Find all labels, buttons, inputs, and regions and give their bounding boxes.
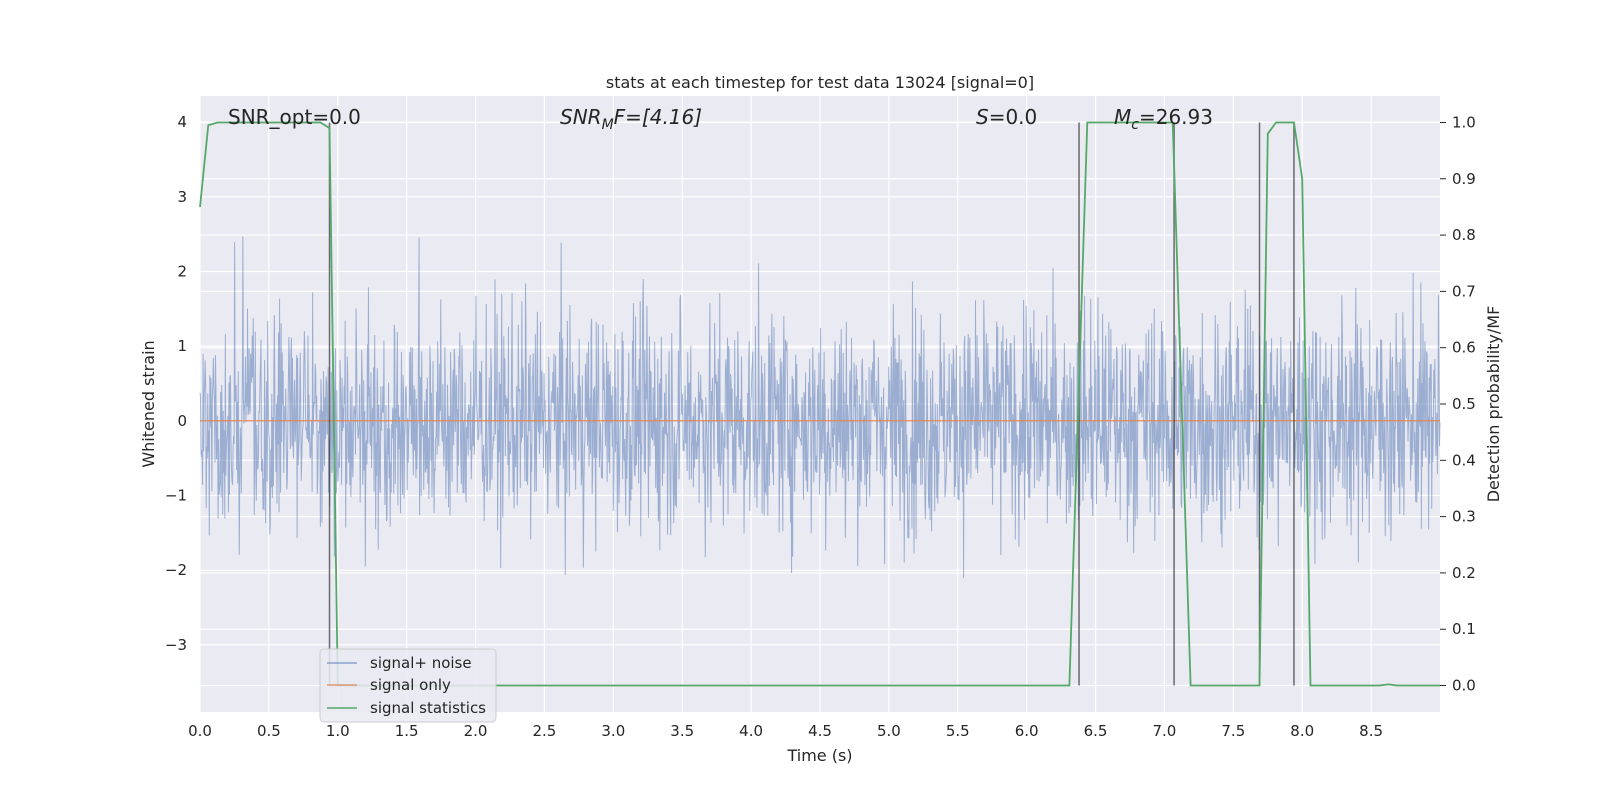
- y2-tick-label: 0.2: [1452, 564, 1476, 582]
- y2-axis-label: Detection probability/MF: [1484, 306, 1503, 503]
- y2-tick-label: 0.1: [1452, 620, 1476, 638]
- x-tick-label: 5.5: [946, 722, 970, 740]
- annotation-s-main: S: [976, 105, 989, 129]
- signal-noise-line: [199, 236, 1441, 579]
- y2-tick-labels: 1.0 0.9 0.8 0.7 0.6 0.5 0.4 0.3 0.2 0.1 0.0: [1440, 113, 1476, 695]
- chart-title: stats at each timestep for test data 130…: [606, 73, 1034, 92]
- x-tick-label: 4.5: [808, 722, 832, 740]
- x-tick-label: 1.0: [326, 722, 350, 740]
- x-tick-label: 1.5: [395, 722, 419, 740]
- y-tick-label: 3: [177, 188, 187, 206]
- y2-tick-label: 0.5: [1452, 395, 1476, 413]
- x-tick-label: 7.5: [1221, 722, 1245, 740]
- y2-tick-label: 0.7: [1452, 282, 1476, 300]
- annotation-snr-mf-rest: F=[4.16]: [614, 105, 702, 129]
- y2-tick-label: 0.3: [1452, 508, 1476, 526]
- x-tick-label: 0.5: [257, 722, 281, 740]
- y-axis-label: Whitened strain: [139, 340, 158, 467]
- y-tick-label: 0: [177, 412, 187, 430]
- y-tick-label: 2: [177, 262, 187, 280]
- annotation-snr-mf-main: SNR: [560, 105, 602, 129]
- legend-box: [319, 648, 497, 723]
- x-tick-label: 0.0: [188, 722, 212, 740]
- legend-label-signal-noise: signal+ noise: [370, 654, 472, 672]
- y-tick-label: −2: [165, 561, 187, 579]
- x-tick-labels: 0.0 0.5 1.0 1.5 2.0 2.5 3.0 3.5 4.0 4.5 5.0 5.5 6.0 6…: [188, 722, 1383, 740]
- annotation-s: S=0.0: [976, 105, 1037, 129]
- y2-tick-label: 1.0: [1452, 113, 1476, 131]
- annotation-snr-opt: SNR_opt=0.0: [228, 105, 361, 129]
- x-tick-label: 4.0: [739, 722, 763, 740]
- x-tick-label: 2.5: [533, 722, 557, 740]
- annotation-s-rest: =0.0: [989, 105, 1038, 129]
- x-tick-label: 3.5: [670, 722, 694, 740]
- y-tick-label: −3: [165, 636, 187, 654]
- x-tick-label: 6.0: [1015, 722, 1039, 740]
- x-tick-label: 8.5: [1359, 722, 1383, 740]
- y-tick-label: 4: [177, 113, 187, 131]
- annotation-snr-mf: SNRMF=[4.16]: [560, 105, 702, 133]
- x-tick-label: 3.0: [601, 722, 625, 740]
- y-tick-labels: 4 3 2 1 0 −1 −2 −3: [165, 113, 187, 654]
- signal-noise-series: [199, 236, 1441, 579]
- signal-statistics-series: [199, 121, 1440, 687]
- signal-statistics-line: [199, 121, 1440, 687]
- annotation-mc: Mc=26.93: [1114, 105, 1213, 133]
- legend-label-signal-statistics: signal statistics: [370, 699, 486, 717]
- annotation-mc-main: M: [1114, 105, 1131, 129]
- annotation-mc-rest: =26.93: [1139, 105, 1213, 129]
- x-tick-label: 2.0: [464, 722, 488, 740]
- x-tick-label: 6.5: [1084, 722, 1108, 740]
- x-axis-label: Time (s): [786, 746, 852, 765]
- y2-tick-label: 0.0: [1452, 677, 1476, 695]
- vertical-markers: [328, 122, 1295, 686]
- y-tick-label: 1: [177, 337, 187, 355]
- annotation-snr-mf-sub: M: [602, 117, 614, 133]
- annotation-mc-sub: c: [1131, 117, 1139, 133]
- y2-tick-label: 0.4: [1452, 451, 1476, 469]
- y-tick-label: −1: [165, 486, 187, 504]
- y2-tick-label: 0.8: [1452, 226, 1476, 244]
- x-tick-label: 5.0: [877, 722, 901, 740]
- y2-tick-label: 0.9: [1452, 170, 1476, 188]
- x-tick-label: 8.0: [1290, 722, 1314, 740]
- x-tick-label: 7.0: [1153, 722, 1177, 740]
- legend-label-signal-only: signal only: [370, 676, 451, 694]
- y2-tick-label: 0.6: [1452, 339, 1476, 357]
- legend: signal+ noise signal only signal statist…: [319, 648, 497, 723]
